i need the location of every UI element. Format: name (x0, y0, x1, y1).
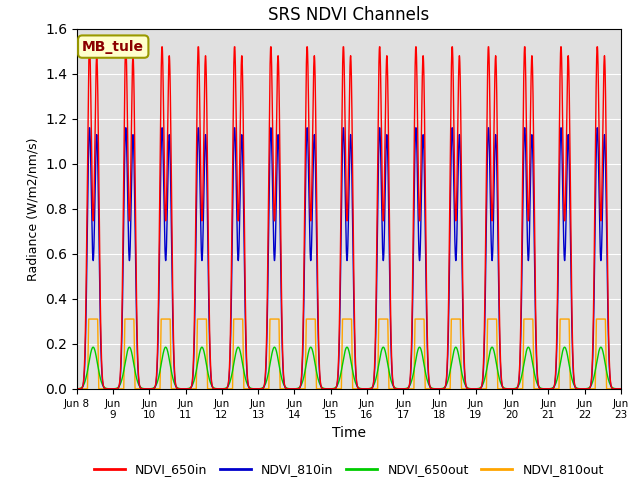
Line: NDVI_810out: NDVI_810out (77, 319, 621, 389)
NDVI_650out (189, 380, 197, 386)
NDVI_810in (189, 369, 197, 374)
NDVI_650in (86, 44, 93, 50)
NDVI_810in (276, 250, 284, 255)
NDVI_650out (615, 386, 623, 392)
NDVI_650in (73, 386, 81, 392)
NDVI_810out (84, 316, 92, 322)
NDVI_810out (73, 386, 81, 392)
NDVI_810out (276, 386, 284, 392)
NDVI_650in (615, 386, 623, 392)
Line: NDVI_650out: NDVI_650out (77, 347, 621, 389)
NDVI_650out (424, 379, 431, 385)
NDVI_650out (617, 386, 625, 392)
NDVI_810out (617, 386, 625, 392)
Text: MB_tule: MB_tule (82, 40, 144, 54)
Title: SRS NDVI Channels: SRS NDVI Channels (268, 6, 429, 24)
NDVI_810in (86, 125, 93, 131)
NDVI_810in (184, 386, 191, 392)
NDVI_650out (184, 386, 191, 392)
NDVI_650in (189, 363, 197, 369)
NDVI_650out (73, 386, 81, 392)
NDVI_650out (501, 385, 509, 391)
NDVI_810out (424, 386, 431, 392)
Line: NDVI_810in: NDVI_810in (77, 128, 621, 389)
NDVI_810out (615, 386, 623, 392)
NDVI_650in (617, 386, 625, 392)
Line: NDVI_650in: NDVI_650in (77, 47, 621, 389)
NDVI_650in (276, 207, 284, 213)
NDVI_810in (501, 386, 509, 392)
NDVI_810in (73, 386, 81, 392)
Legend: NDVI_650in, NDVI_810in, NDVI_650out, NDVI_810out: NDVI_650in, NDVI_810in, NDVI_650out, NDV… (89, 458, 609, 480)
NDVI_810in (424, 361, 431, 367)
NDVI_810out (184, 386, 191, 392)
NDVI_650in (424, 353, 431, 359)
NDVI_650out (90, 344, 97, 350)
NDVI_810in (615, 386, 623, 392)
NDVI_650out (276, 370, 284, 376)
NDVI_810in (617, 386, 625, 392)
NDVI_650in (184, 386, 191, 392)
NDVI_810out (189, 386, 197, 392)
NDVI_650in (501, 386, 509, 392)
X-axis label: Time: Time (332, 426, 366, 440)
NDVI_810out (501, 386, 509, 392)
Y-axis label: Radiance (W/m2/nm/s): Radiance (W/m2/nm/s) (26, 137, 40, 280)
